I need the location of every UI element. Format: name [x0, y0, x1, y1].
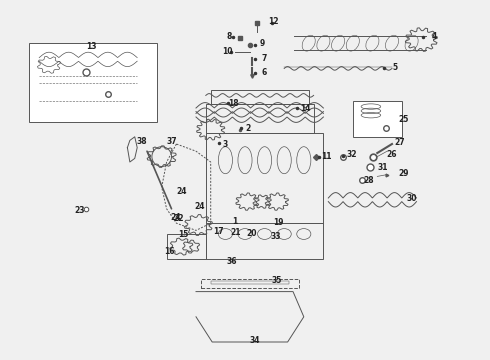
Text: 30: 30 — [406, 194, 417, 203]
Text: 13: 13 — [86, 42, 97, 51]
Text: 3: 3 — [223, 140, 228, 149]
Text: 34: 34 — [249, 336, 260, 345]
Text: 19: 19 — [273, 218, 284, 227]
Bar — [206, 223, 323, 259]
Text: 22: 22 — [173, 215, 184, 223]
Text: 23: 23 — [74, 206, 85, 215]
Text: 4: 4 — [432, 32, 437, 41]
Text: 18: 18 — [228, 99, 239, 108]
Text: 25: 25 — [398, 115, 409, 124]
Text: 5: 5 — [392, 63, 397, 72]
Text: 29: 29 — [398, 169, 409, 178]
Text: 26: 26 — [387, 150, 397, 159]
Text: 6: 6 — [262, 68, 267, 77]
Text: 2: 2 — [245, 124, 250, 133]
Bar — [206, 133, 323, 223]
Text: 10: 10 — [222, 47, 233, 56]
Bar — [211, 281, 289, 284]
Text: 32: 32 — [346, 150, 357, 159]
Text: 15: 15 — [178, 230, 189, 239]
Text: 9: 9 — [260, 40, 265, 49]
Text: 31: 31 — [378, 163, 389, 172]
Bar — [211, 90, 309, 104]
Bar — [29, 43, 157, 122]
Text: 16: 16 — [164, 248, 175, 256]
Text: 24: 24 — [176, 188, 187, 197]
Bar — [167, 234, 206, 259]
Bar — [353, 101, 402, 137]
Bar — [201, 279, 299, 288]
Text: 1: 1 — [233, 217, 238, 226]
Text: 20: 20 — [246, 229, 257, 238]
Text: 12: 12 — [268, 17, 279, 26]
Text: 28: 28 — [363, 176, 374, 185]
Text: 17: 17 — [213, 228, 224, 237]
Text: 33: 33 — [270, 232, 281, 241]
Text: 24: 24 — [195, 202, 205, 211]
Text: 37: 37 — [166, 137, 177, 146]
Bar — [206, 104, 314, 133]
Text: 11: 11 — [321, 152, 332, 161]
Text: 14: 14 — [300, 104, 311, 113]
Text: 8: 8 — [226, 32, 231, 41]
Text: 38: 38 — [137, 138, 147, 147]
Text: 27: 27 — [394, 138, 405, 147]
Text: 35: 35 — [271, 276, 282, 284]
Text: 7: 7 — [262, 54, 267, 63]
Text: 36: 36 — [226, 257, 237, 266]
Text: 21: 21 — [230, 228, 241, 237]
Text: 24: 24 — [170, 213, 181, 222]
